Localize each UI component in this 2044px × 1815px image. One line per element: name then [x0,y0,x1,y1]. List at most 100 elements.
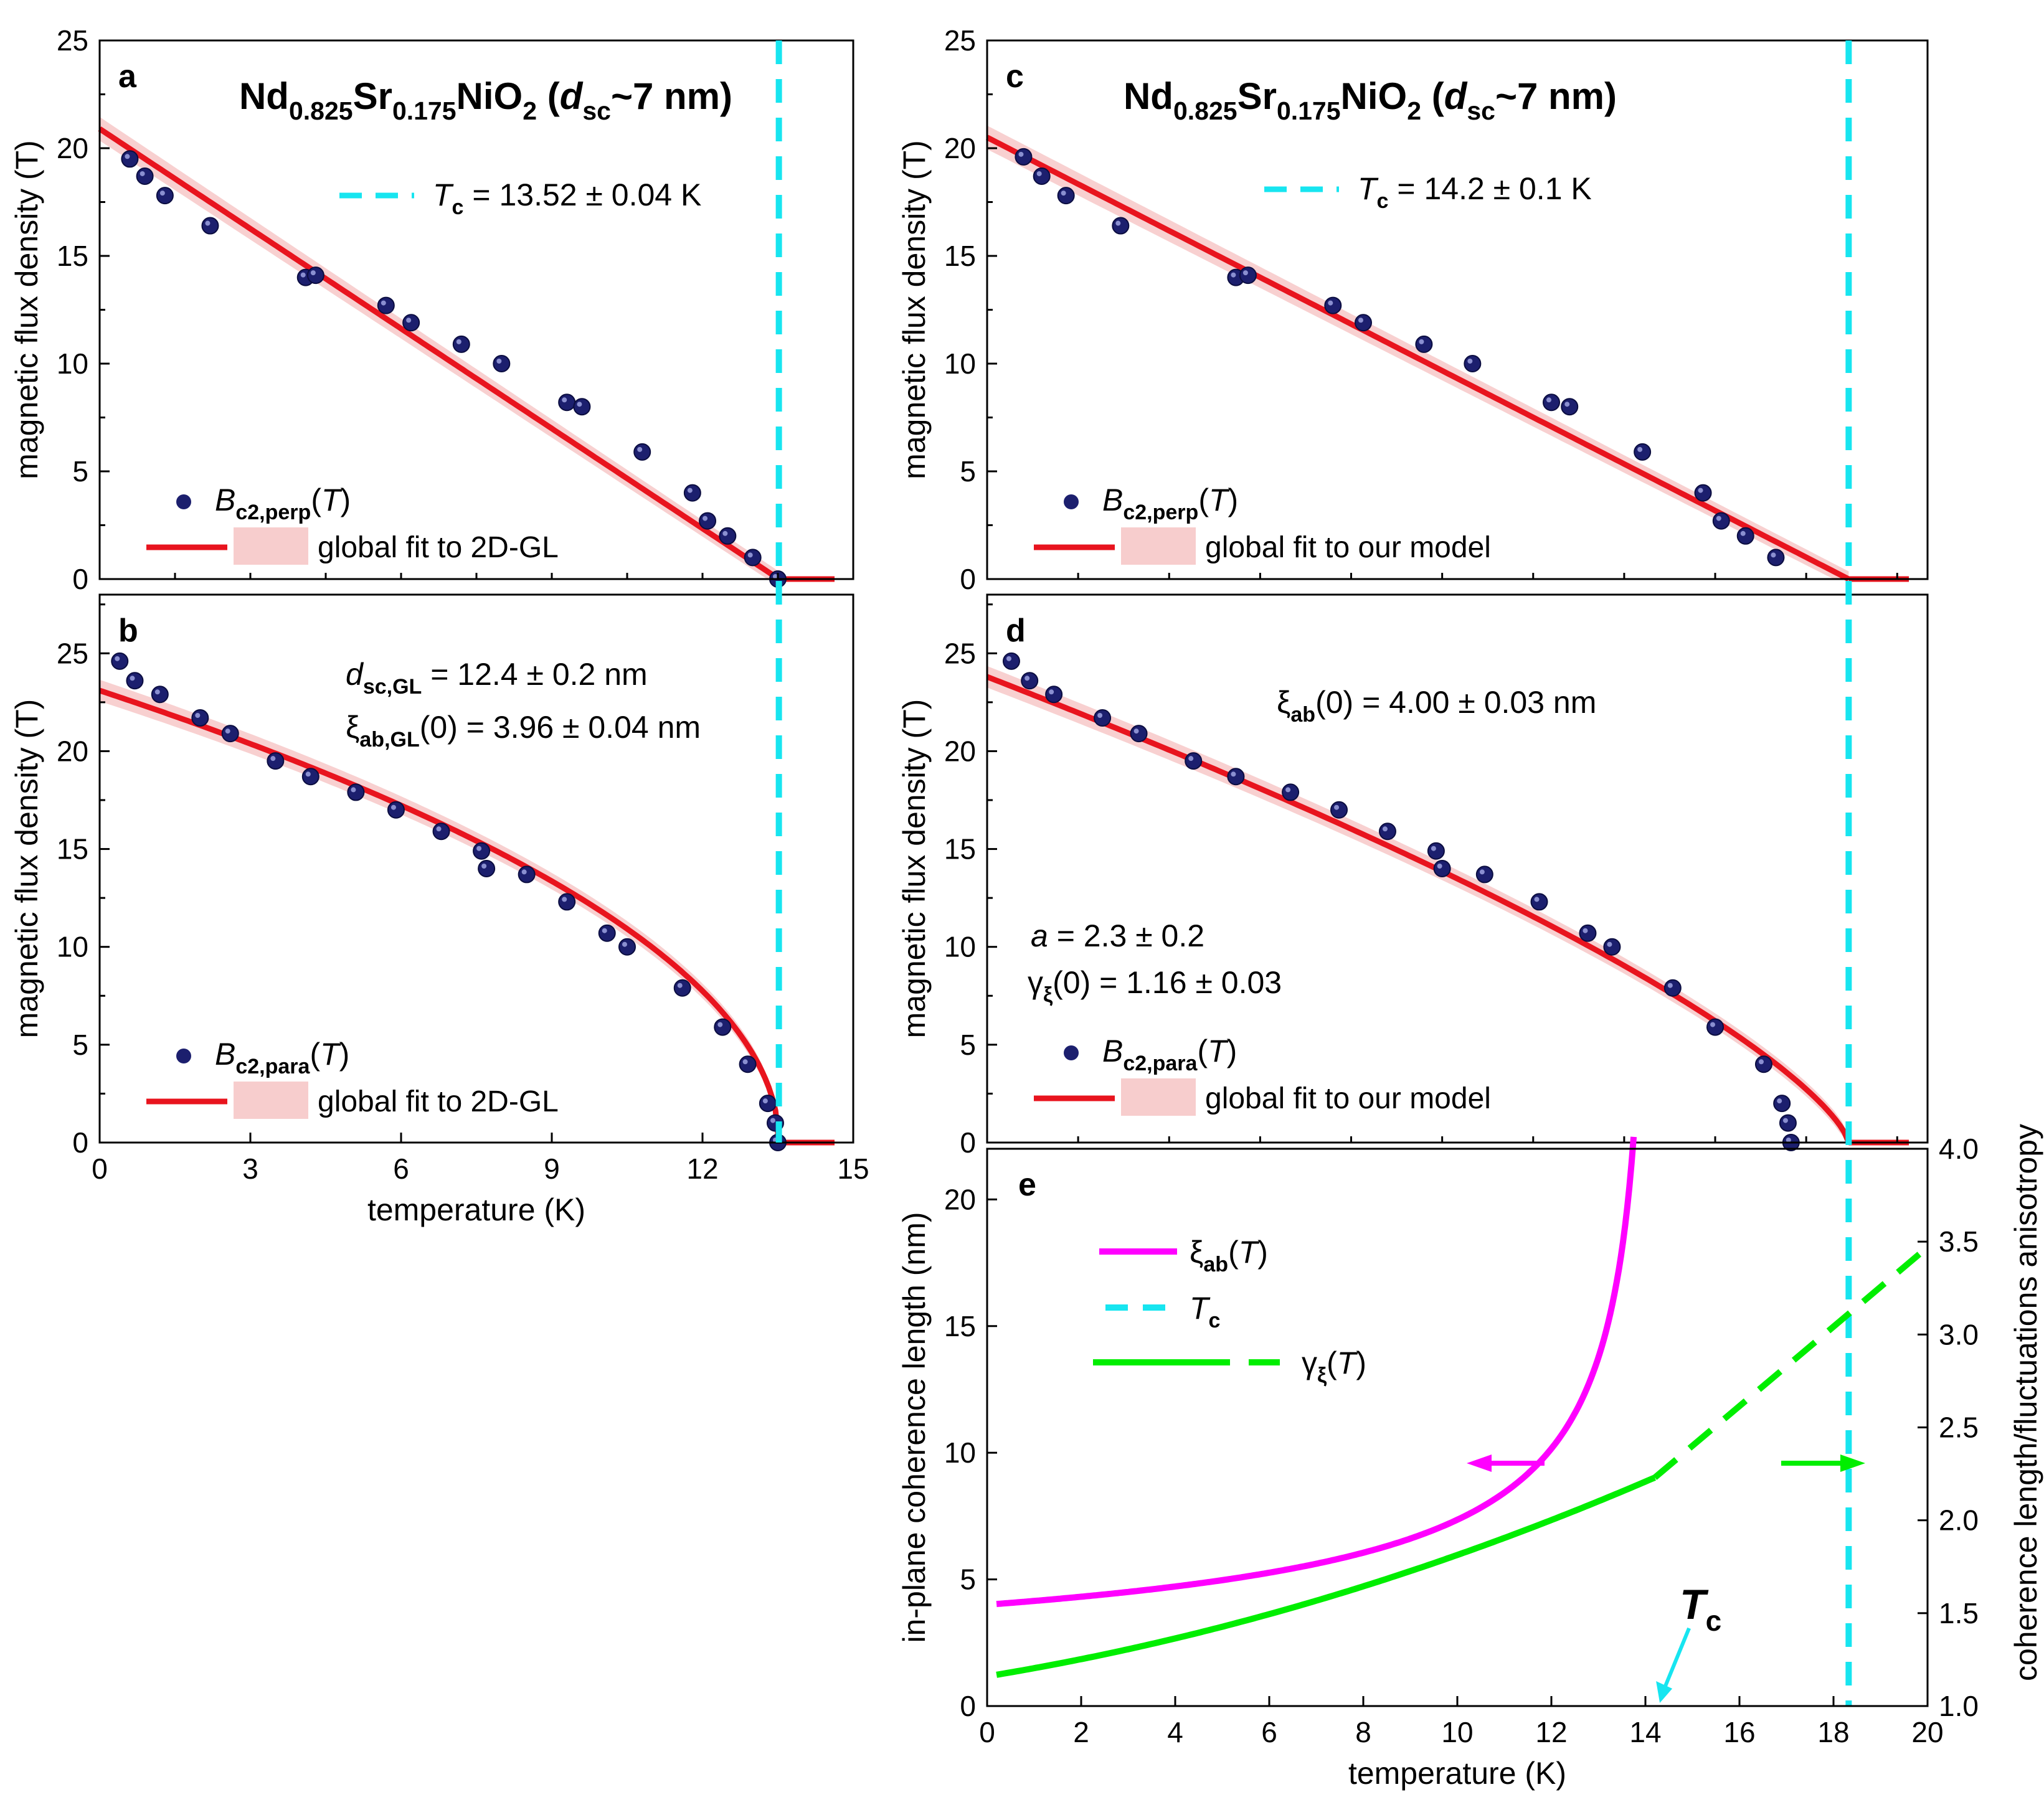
data-point-highlight [562,397,567,403]
data-point-highlight [1583,928,1588,933]
data-point [1057,187,1075,205]
legend-band-swatch [234,1082,308,1119]
data-point-highlight [742,1059,748,1065]
text-run: (0) = 4.00 ± 0.03 nm [1315,685,1596,720]
data-point [1002,652,1020,670]
data-point [432,823,450,841]
text-run: ξ [346,710,359,745]
data-point-highlight [703,516,708,521]
data-point-highlight [1607,941,1612,947]
data-point [347,783,365,801]
data-point [573,398,591,416]
y-tick-label: 25 [57,637,88,669]
y2-tick-label: 2.0 [1939,1504,1979,1537]
text-run: ξ [1043,983,1053,1007]
y-tick-label: 20 [57,132,88,164]
y-axis-label: magnetic flux density (T) [9,140,44,479]
data-point-highlight [1777,1098,1782,1104]
tc-annotation: Tc = 13.52 ± 0.04 K [433,177,701,219]
data-point [1112,217,1130,235]
text-run: ( [537,75,560,117]
text-run: d [346,657,364,692]
data-point [1185,752,1203,770]
right-axis-arrow-head [1840,1454,1865,1472]
data-point-highlight [351,787,356,793]
text-run: γ [1028,965,1043,1000]
y-tick-label: 10 [57,931,88,963]
y-tick-label: 15 [944,1310,976,1342]
text-run: ~7 nm) [1495,75,1617,117]
plot-frame [986,593,1929,1144]
plot-frame [986,1148,1929,1707]
text-run: d [1444,75,1468,117]
annotation-xi0: ξab(0) = 4.00 ± 0.03 nm [1277,685,1596,727]
legend-band-swatch [234,527,308,565]
x-tick-label: 6 [393,1153,409,1185]
data-point [1561,398,1579,416]
data-point [1021,672,1039,690]
y2-tick-label: 3.5 [1939,1225,1979,1258]
text-run: (0) = 3.96 ± 0.04 nm [420,710,701,745]
data-point [1130,725,1148,743]
data-point [452,335,470,353]
data-point [1015,148,1033,166]
text-run: (0) = 1.16 ± 0.03 [1053,965,1282,1000]
data-point [121,150,139,168]
text-run: Sr [1237,75,1277,117]
data-point [759,1095,777,1113]
y2-tick-label: 3.0 [1939,1318,1979,1351]
y-tick-label: 25 [944,24,976,57]
x-tick-label: 4 [1167,1716,1183,1748]
data-point [1239,266,1257,285]
y-tick-label: 15 [944,833,976,865]
fit-confidence-band [987,666,1849,1143]
text-run: ) [341,483,351,517]
data-point [191,709,209,727]
text-run: 2 [1407,97,1421,125]
data-point [1378,823,1396,841]
data-point [1634,443,1652,461]
data-point-highlight [622,941,627,947]
y-tick-label: 5 [72,1029,88,1061]
panel-label: c [1006,59,1024,95]
data-point-highlight [381,300,386,306]
data-point-highlight [1564,402,1570,407]
text-run: Nd [239,75,289,117]
legend-gamma-label: γξ(T) [1302,1346,1366,1387]
x-tick-label: 15 [837,1153,869,1185]
annotation-a: a = 2.3 ± 0.2 [1031,918,1204,953]
data-point-highlight [130,676,135,681]
data-point [714,1018,732,1036]
data-point [1355,314,1372,332]
x-axis-label: temperature (K) [367,1192,585,1227]
fit-line [98,126,781,582]
legend-tc-label: Tc [1190,1291,1220,1332]
text-run: ξ [1277,685,1290,720]
y-tick-label: 10 [944,1436,976,1469]
y-tick-label: 10 [57,347,88,380]
text-run: ~7 nm) [611,75,732,117]
text-run: B [215,1037,235,1072]
tc-marker-label: Tc [1680,1581,1721,1637]
y2-tick-label: 2.5 [1939,1412,1979,1444]
data-point [558,394,576,412]
text-run: γ [1302,1346,1317,1380]
y-tick-label: 10 [944,347,976,380]
data-point [111,652,129,670]
text-run: ab,GL [359,728,419,752]
data-point-highlight [1710,1022,1716,1027]
data-point [1694,484,1712,502]
text-run: c [1706,1605,1722,1637]
y-tick-label: 15 [57,833,88,865]
data-point [598,924,616,942]
data-point [306,266,324,285]
data-point-highlight [677,983,683,988]
legend-fit-label: global fit to 2D-GL [318,1085,559,1118]
data-point [473,842,491,860]
data-point-highlight [722,530,728,536]
y-tick-label: 0 [960,1126,976,1159]
data-point-highlight [687,488,693,493]
data-point [267,752,285,770]
text-run: 0.175 [1277,97,1341,125]
